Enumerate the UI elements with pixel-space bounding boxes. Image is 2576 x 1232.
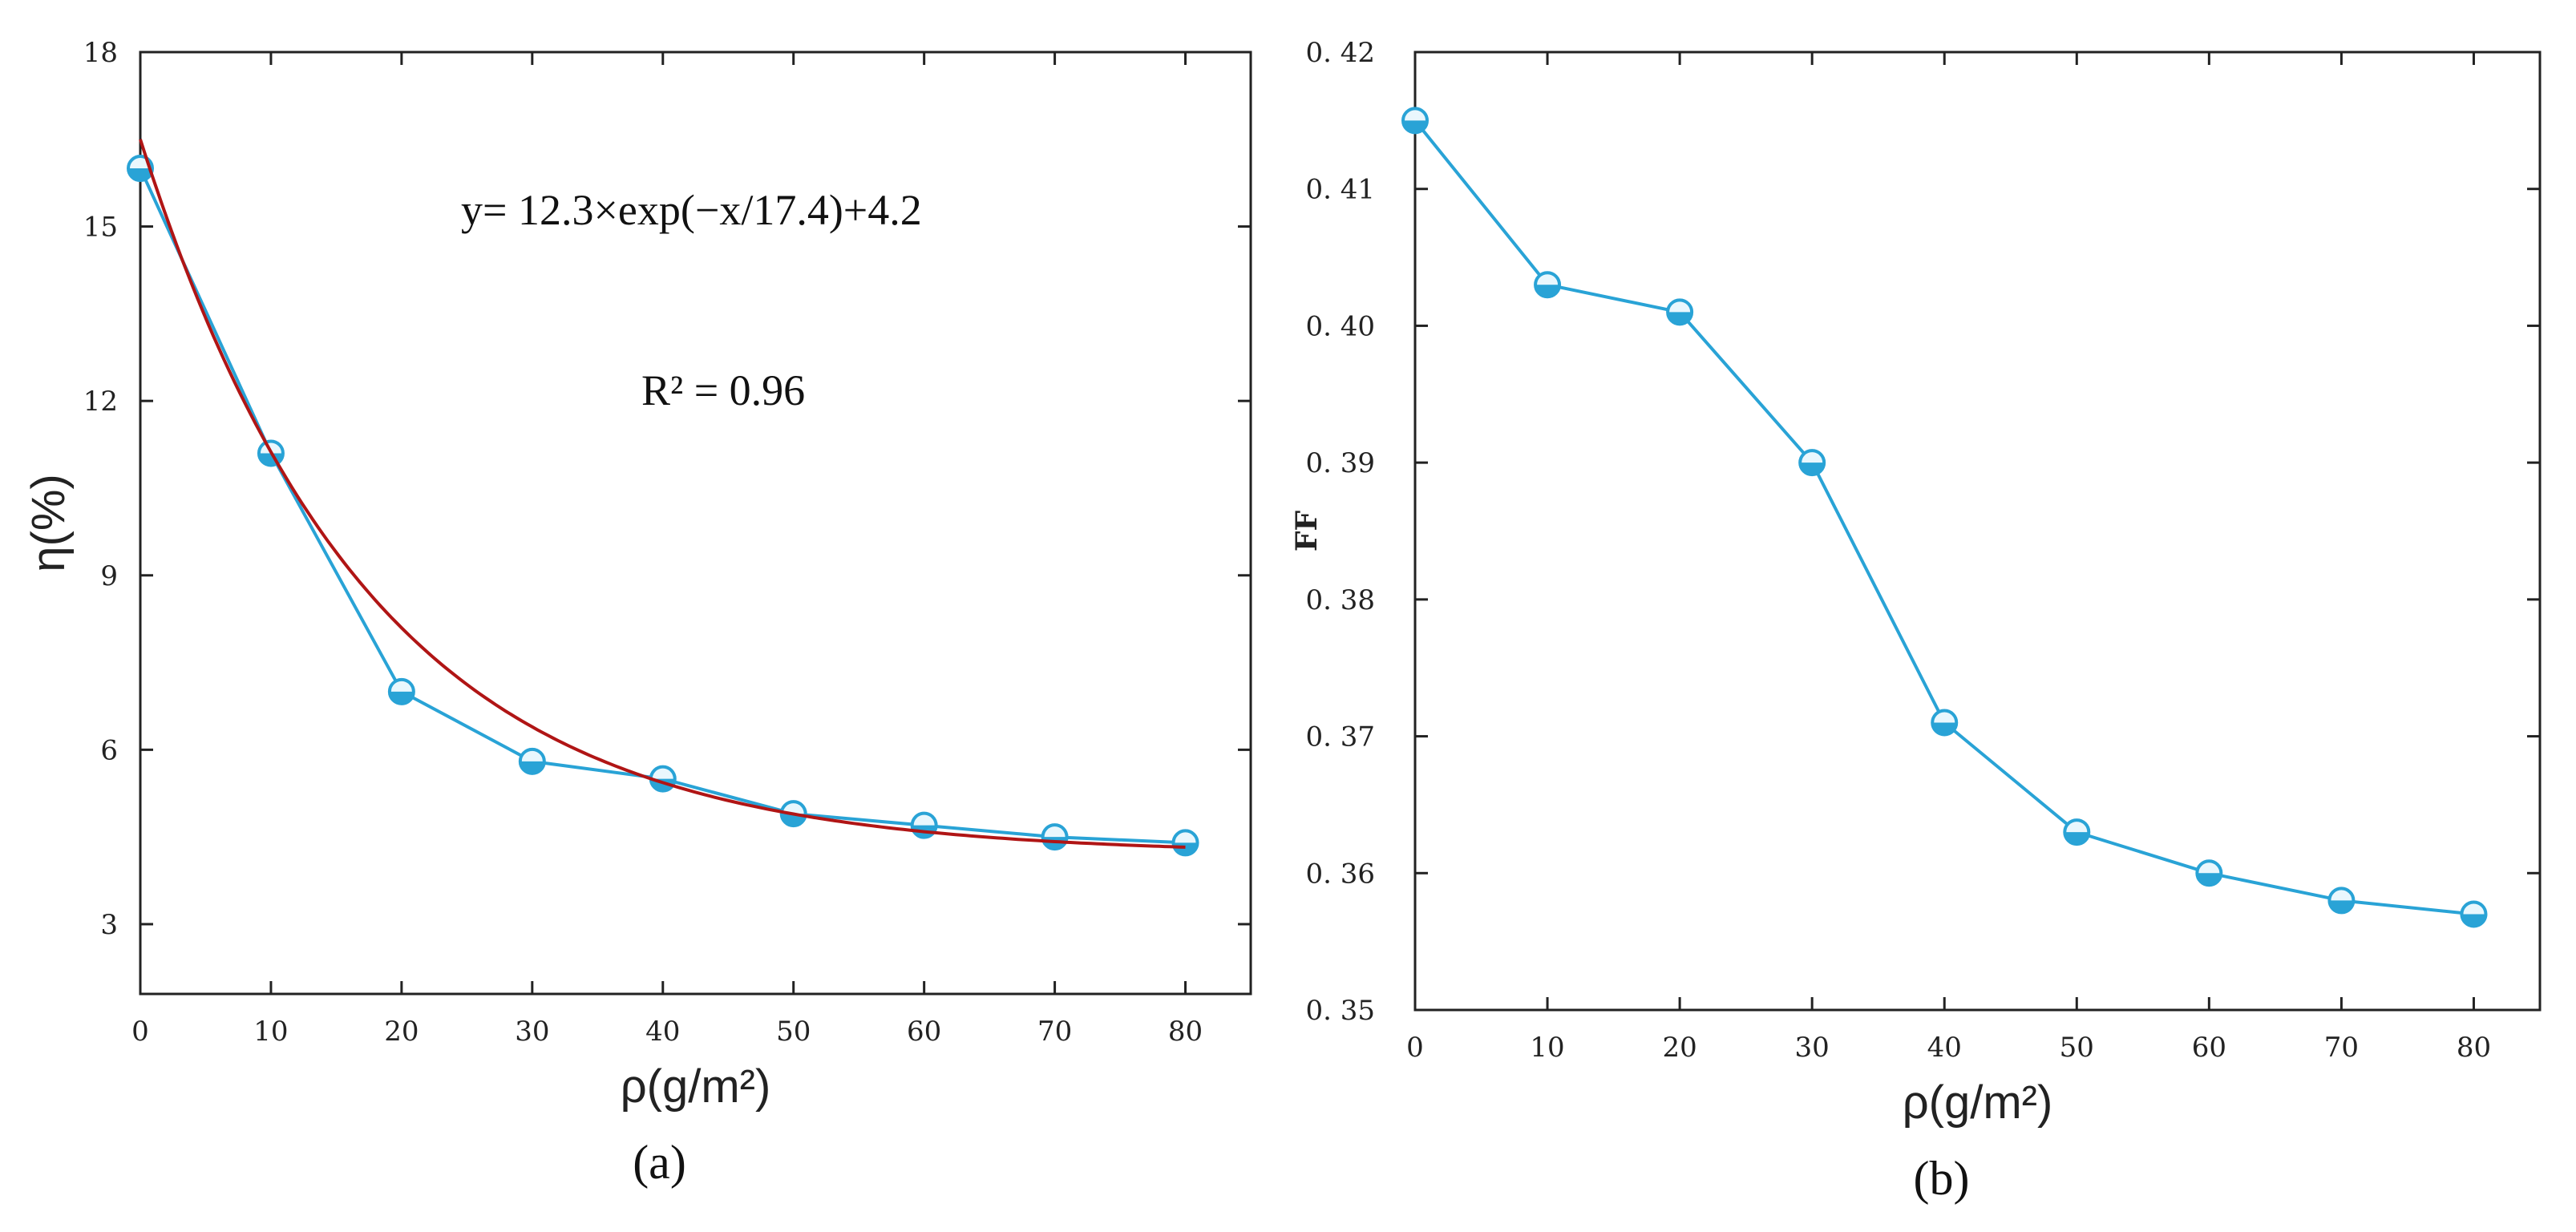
fit-curve	[139, 139, 1186, 849]
data-point-fill	[1535, 285, 1560, 297]
x-tick-label: 50	[2060, 1032, 2094, 1064]
y-tick-label: 15	[83, 212, 118, 244]
x-axis-label: ρ(g/m²)	[621, 1060, 771, 1113]
x-tick-label: 0	[131, 1016, 149, 1048]
x-tick-label: 50	[776, 1016, 811, 1048]
data-point-fill	[1800, 463, 1825, 475]
data-point-fill	[1668, 312, 1692, 325]
y-tick-label: 0. 39	[1305, 447, 1375, 479]
y-tick-label: 0. 40	[1305, 310, 1375, 342]
y-tick-label: 6	[100, 734, 118, 766]
x-tick-label: 10	[1530, 1032, 1564, 1064]
y-tick-label: 9	[100, 560, 118, 592]
x-tick-label: 40	[1927, 1032, 1962, 1064]
plot-frame	[139, 50, 1252, 996]
chart-a: 0 10 20 30 40 50 60 70 80 3 6 9 12 15 18 ρ(g/m²) (a) η(%)…	[22, 37, 1252, 1189]
data-point-fill	[520, 761, 544, 774]
y-tick-label: 0. 35	[1305, 995, 1375, 1027]
y-axis-label: FF	[1290, 511, 1324, 552]
chart-b: 0 10 20 30 40 50 60 70 80 0. 35 0. 36 0. 37 0. 38 0. …	[1290, 37, 2542, 1205]
x-tick-label: 40	[645, 1016, 680, 1048]
y-tick-label: 0. 38	[1305, 584, 1375, 616]
fit-equation: y= 12.3×exp(−x/17.4)+4.2	[461, 186, 922, 234]
y-tick-label: 3	[100, 909, 118, 941]
x-tick-label: 70	[1037, 1016, 1072, 1048]
y-tick-label: 0. 41	[1305, 174, 1375, 206]
x-tick-label: 30	[515, 1016, 549, 1048]
x-tick-label: 70	[2324, 1032, 2359, 1064]
data-point-fill	[1403, 120, 1427, 133]
plot-frame	[1413, 50, 2542, 1012]
y-tick-label: 12	[83, 386, 118, 418]
x-tick-label: 0	[1406, 1032, 1424, 1064]
x-tick-label: 20	[1662, 1032, 1696, 1064]
data-point-fill	[2461, 914, 2486, 927]
x-tick-label: 80	[1168, 1016, 1203, 1048]
data-point-fill	[781, 814, 806, 826]
x-tick-label: 60	[2192, 1032, 2226, 1064]
x-tick-label: 80	[2457, 1032, 2491, 1064]
x-tick-label: 30	[1795, 1032, 1830, 1064]
y-axis-label: η(%)	[22, 474, 75, 572]
data-point-fill	[2329, 900, 2354, 913]
y-tick-label: 0. 36	[1305, 858, 1375, 890]
y-tick-label: 0. 37	[1305, 721, 1375, 753]
data-point-fill	[2064, 832, 2089, 845]
r-squared: R² = 0.96	[641, 366, 805, 414]
x-tick-label: 10	[253, 1016, 288, 1048]
x-axis-label: ρ(g/m²)	[1903, 1076, 2053, 1129]
x-tick-label: 20	[384, 1016, 419, 1048]
panel-caption: (b)	[1914, 1152, 1970, 1205]
data-point-fill	[389, 691, 414, 704]
y-tick-label: 0. 42	[1305, 37, 1375, 69]
y-tick-label: 18	[83, 37, 118, 69]
data-point-fill	[2197, 873, 2222, 886]
x-tick-label: 60	[907, 1016, 941, 1048]
data-point-fill	[128, 168, 152, 181]
panel-caption: (a)	[633, 1136, 686, 1189]
data-point-fill	[1932, 722, 1957, 735]
